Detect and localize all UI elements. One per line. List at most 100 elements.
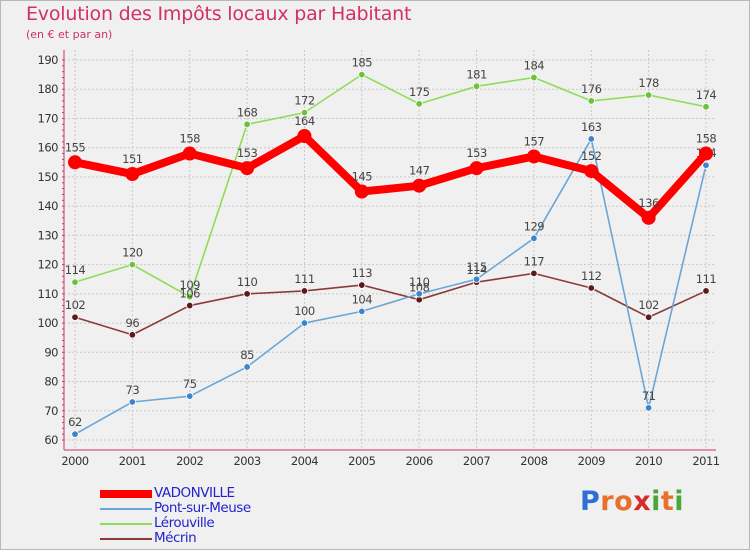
chart-title: Evolution des Impôts locaux par Habitant: [26, 3, 412, 25]
data-label-pont-sur-meuse: 62: [68, 415, 82, 429]
data-label-vadonville: 147: [409, 164, 430, 178]
data-label-lerouville: 168: [237, 105, 258, 119]
point-pont-sur-meuse: [128, 398, 137, 406]
logo-letter: x: [633, 486, 652, 517]
data-label-pont-sur-meuse: 73: [126, 383, 140, 397]
point-mecrin: [644, 313, 653, 321]
legend-swatch: [100, 538, 152, 540]
legend-label: Lérouville: [154, 515, 215, 531]
point-mecrin: [587, 284, 595, 292]
point-vadonville: [699, 146, 713, 161]
x-tick-label: 2006: [406, 454, 433, 468]
point-mecrin: [300, 287, 309, 295]
logo-letter: t: [660, 486, 675, 517]
point-mecrin: [358, 281, 366, 289]
data-label-vadonville: 153: [466, 146, 487, 160]
data-label-vadonville: 157: [524, 134, 545, 148]
data-label-vadonville: 152: [581, 149, 602, 163]
data-label-pont-sur-meuse: 110: [409, 275, 430, 289]
data-label-mecrin: 106: [180, 287, 201, 301]
proxiti-logo: Proxiti: [580, 486, 684, 517]
logo-letter: i: [674, 486, 685, 517]
y-tick-label: 90: [44, 345, 58, 359]
data-label-lerouville: 178: [638, 76, 659, 90]
point-pont-sur-meuse: [530, 234, 538, 243]
data-label-lerouville: 120: [122, 246, 143, 260]
series-line-mecrin: [74, 272, 707, 336]
y-tick-label: 110: [38, 287, 59, 301]
point-mecrin: [702, 287, 710, 295]
y-tick-label: 120: [38, 258, 59, 272]
data-label-lerouville: 176: [581, 82, 602, 96]
legend-swatch: [100, 490, 152, 498]
point-lerouville: [186, 293, 194, 301]
point-lerouville: [300, 108, 309, 117]
logo-letter: r: [600, 486, 615, 517]
point-pont-sur-meuse: [243, 363, 251, 371]
data-label-vadonville: 145: [352, 170, 373, 184]
point-lerouville: [644, 91, 653, 99]
data-label-vadonville: 153: [237, 146, 258, 160]
point-mecrin: [530, 269, 538, 278]
data-label-pont-sur-meuse: 85: [240, 348, 254, 362]
point-vadonville: [469, 161, 484, 176]
y-tick-label: 140: [38, 199, 59, 213]
point-vadonville: [584, 164, 599, 179]
data-label-vadonville: 151: [122, 152, 143, 166]
point-pont-sur-meuse: [186, 392, 194, 400]
point-vadonville: [125, 167, 140, 181]
series-line-lerouville: [74, 73, 707, 298]
point-lerouville: [702, 103, 710, 111]
y-tick-label: 60: [44, 433, 58, 447]
x-tick-label: 2001: [119, 454, 146, 468]
point-lerouville: [243, 120, 251, 129]
data-label-mecrin: 113: [352, 266, 373, 280]
data-label-pont-sur-meuse: 129: [524, 219, 545, 233]
data-label-mecrin: 102: [638, 298, 659, 312]
point-vadonville: [182, 146, 197, 161]
data-label-lerouville: 172: [294, 94, 315, 108]
y-tick-label: 160: [38, 141, 59, 155]
y-tick-label: 70: [44, 404, 58, 418]
legend-swatch: [100, 508, 152, 510]
point-pont-sur-meuse: [702, 161, 710, 169]
x-tick-label: 2010: [635, 454, 662, 468]
point-mecrin: [186, 301, 194, 310]
legend-swatch: [100, 523, 152, 525]
data-label-pont-sur-meuse: 75: [183, 377, 197, 391]
legend-label: Pont-sur-Meuse: [154, 500, 251, 516]
data-label-lerouville: 185: [352, 56, 373, 70]
point-lerouville: [530, 73, 538, 82]
data-label-mecrin: 111: [294, 272, 315, 286]
point-lerouville: [71, 278, 79, 286]
y-tick-label: 150: [38, 170, 59, 184]
logo-letter: i: [651, 486, 661, 517]
data-label-lerouville: 184: [524, 59, 545, 73]
point-vadonville: [641, 210, 656, 225]
point-vadonville: [240, 161, 255, 176]
point-lerouville: [358, 70, 366, 79]
point-pont-sur-meuse: [415, 290, 423, 298]
data-label-mecrin: 111: [696, 272, 717, 286]
x-tick-label: 2008: [520, 454, 547, 468]
point-vadonville: [68, 155, 82, 170]
data-label-pont-sur-meuse: 163: [581, 120, 602, 134]
x-tick-label: 2002: [176, 454, 203, 468]
point-mecrin: [71, 313, 79, 321]
point-vadonville: [297, 129, 312, 143]
y-tick-label: 100: [38, 316, 59, 330]
point-lerouville: [472, 82, 481, 91]
point-vadonville: [354, 184, 369, 199]
data-label-mecrin: 102: [65, 298, 86, 312]
data-label-mecrin: 110: [237, 275, 258, 289]
x-tick-label: 2004: [291, 454, 318, 468]
legend-label: Mécrin: [154, 530, 197, 546]
y-tick-label: 130: [38, 228, 59, 242]
data-label-pont-sur-meuse: 104: [352, 292, 373, 306]
point-pont-sur-meuse: [71, 430, 79, 438]
point-pont-sur-meuse: [587, 135, 595, 143]
data-label-lerouville: 109: [180, 278, 201, 292]
point-pont-sur-meuse: [300, 319, 309, 327]
data-label-mecrin: 117: [524, 254, 545, 268]
